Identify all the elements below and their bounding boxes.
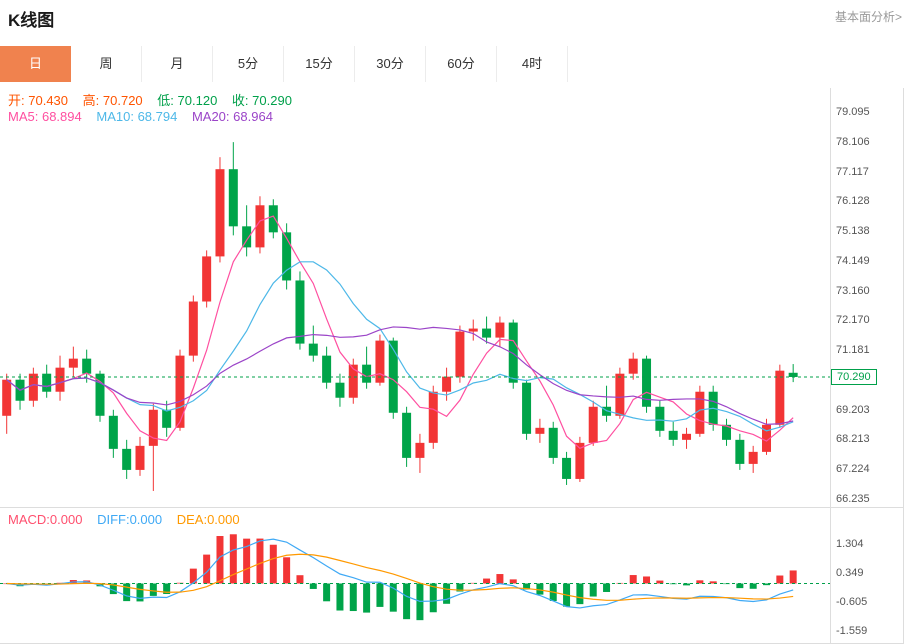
ma5-label: MA5:: [8, 109, 39, 124]
tab-5min[interactable]: 5分: [213, 46, 284, 82]
tab-60min[interactable]: 60分: [426, 46, 497, 82]
ohlc-high: 高: 70.720: [83, 93, 143, 108]
diff-value: 0.000: [129, 512, 163, 527]
ma20-line: [6, 326, 794, 425]
ohlc-open-label: 开:: [8, 93, 25, 108]
macd-histogram: [3, 534, 797, 621]
tab-4hour[interactable]: 4时: [497, 46, 568, 82]
diff-label: DIFF:: [97, 512, 130, 527]
ohlc-low-value: 70.120: [177, 93, 218, 108]
current-price-tag: 70.290: [831, 368, 877, 385]
ohlc-high-label: 高:: [82, 93, 100, 108]
ma10-label: MA10:: [96, 109, 134, 124]
ma10-value: 68.794: [137, 109, 178, 124]
tab-day[interactable]: 日: [0, 46, 71, 82]
ma10-line: [6, 261, 794, 432]
ma20-value: 68.964: [233, 109, 273, 124]
candlestick-series: [2, 142, 798, 491]
ohlc-open: 开: 70.430: [8, 93, 68, 108]
dea-label: DEA:: [176, 512, 208, 527]
ohlc-open-value: 70.430: [28, 93, 69, 108]
tab-30min[interactable]: 30分: [355, 46, 426, 82]
ohlc-close-value: 70.290: [252, 93, 292, 108]
ohlc-close: 收: 70.290: [232, 93, 292, 108]
ohlc-close-label: 收:: [231, 93, 249, 108]
dea-line: [6, 553, 794, 601]
ma-legend: MA5: 68.894 MA10: 68.794 MA20: 68.964: [8, 109, 284, 124]
ma5-line: [6, 215, 794, 449]
ma10-legend: MA10: 68.794: [96, 109, 177, 124]
diff-line: [6, 538, 794, 609]
ohlc-high-value: 70.720: [102, 93, 143, 108]
diff-indicator-value: DIFF:0.000: [97, 512, 162, 527]
macd-value: 0.000: [49, 512, 83, 527]
ohlc-legend: 开: 70.430 高: 70.720 低: 70.120 收: 70.290: [8, 90, 303, 109]
ma5-legend: MA5: 68.894: [8, 109, 82, 124]
ohlc-low: 低: 70.120: [157, 93, 217, 108]
dea-indicator-value: DEA:0.000: [177, 512, 240, 527]
fundamental-analysis-link[interactable]: 基本面分析>: [834, 10, 902, 24]
ohlc-low-label: 低:: [157, 93, 174, 108]
macd-label: MACD:: [8, 512, 50, 527]
tab-month[interactable]: 月: [142, 46, 213, 82]
period-tabs: 日周月 5分 15分 30分 60分 4时: [0, 46, 568, 82]
macd-legend: MACD:0.000 DIFF:0.000 DEA:0.000: [8, 512, 251, 527]
ma20-label: MA20:: [191, 109, 230, 124]
tab-15min[interactable]: 15分: [284, 46, 355, 82]
ma20-legend: MA20: 68.964: [192, 109, 273, 124]
dea-value: 0.000: [207, 512, 240, 527]
ma5-value: 68.894: [41, 109, 82, 124]
macd-indicator-value: MACD:0.000: [8, 512, 82, 527]
tab-week[interactable]: 周: [71, 46, 142, 82]
page-title: K线图: [8, 11, 55, 30]
